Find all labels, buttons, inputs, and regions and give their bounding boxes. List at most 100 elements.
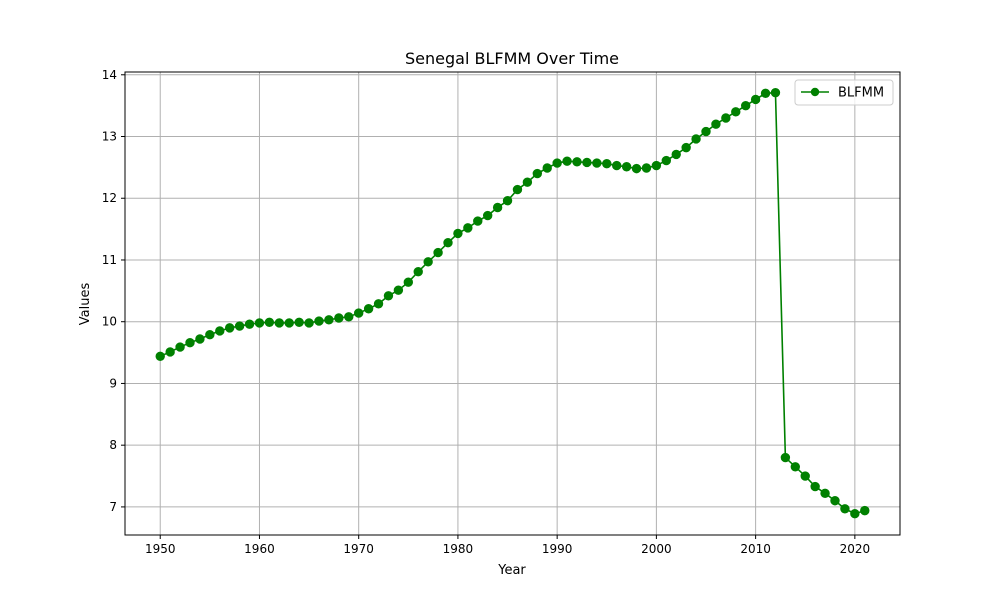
data-point [800,471,810,481]
axis-ticks: 1950 1960 1970 1980 1990 2000 2010 2020 7 8 9 10 11 1… [102,68,870,556]
x-axis-label: Year [497,563,526,578]
data-point [443,237,453,248]
data-point [621,162,632,172]
data-point [602,158,612,169]
data-point [334,313,344,323]
data-point [304,318,314,328]
data-point [274,318,285,328]
x-tick-label: 2020 [840,542,871,556]
data-point [711,119,721,129]
data-point [562,156,572,166]
data-point [661,155,672,166]
data-point [165,347,175,357]
data-point [542,163,552,173]
data-point [403,277,414,287]
data-point [244,319,255,329]
data-point [760,88,771,98]
data-point [254,318,265,328]
y-tick-label: 7 [109,500,117,514]
legend-swatch-marker [810,87,820,97]
data-point [224,323,235,333]
x-tick-label: 1960 [244,542,275,556]
grid [125,72,900,535]
data-point [264,317,275,328]
chart-title: Senegal BLFMM Over Time [405,49,619,68]
data-point [641,163,652,173]
legend-box [794,79,894,106]
data-point [820,488,830,499]
data-point [492,202,503,213]
y-axis-label: Values [78,283,93,326]
data-point [631,163,642,174]
data-point [393,285,404,295]
data-point [383,291,394,301]
data-point [651,160,662,171]
data-point [750,94,761,105]
data-point [463,223,473,233]
data-point [830,496,840,506]
series-layer [155,87,870,519]
data-point [423,257,433,267]
data-point [701,126,711,137]
data-point [860,505,870,516]
data-point [473,216,483,226]
x-tick-label: 2000 [641,542,672,556]
y-tick-label: 13 [102,130,117,144]
data-point [790,462,801,472]
x-tick-label: 1970 [343,542,374,556]
x-tick-label: 1990 [542,542,573,556]
data-point [592,158,602,168]
x-tick-label: 1950 [145,542,176,556]
data-point [532,168,543,179]
x-tick-label: 1980 [443,542,474,556]
data-point [433,247,443,258]
data-point [850,509,860,519]
data-point [205,329,215,340]
data-point [324,315,334,325]
data-point [284,318,294,328]
data-point [294,317,304,328]
data-point [770,87,781,98]
y-tick-label: 10 [102,315,117,329]
data-point [502,196,513,206]
data-point [552,158,562,168]
data-point [155,351,165,361]
data-point [731,107,741,117]
data-point [522,177,533,187]
y-tick-label: 9 [109,376,117,390]
y-tick-label: 14 [102,68,117,82]
data-point [681,142,691,153]
data-point [611,160,622,171]
data-point [840,504,850,514]
y-tick-label: 12 [102,191,117,205]
y-tick-label: 11 [102,253,117,267]
data-point [353,308,364,318]
data-point [512,184,523,195]
x-tick-label: 2010 [740,542,771,556]
data-point [215,326,225,336]
data-point [740,100,751,111]
data-point [691,134,701,144]
data-point [572,157,582,167]
data-point [195,334,205,344]
data-point [721,113,731,123]
data-point [582,157,592,168]
data-point [363,304,374,314]
data-point [413,267,423,277]
plot-frame [124,71,901,536]
data-point [175,342,185,352]
data-point [234,321,245,331]
y-tick-label: 8 [109,438,117,452]
data-point [344,312,354,322]
data-point [671,149,681,160]
data-point [810,481,820,492]
legend: BLFMM [794,79,894,106]
data-point [482,210,493,221]
data-point [373,299,384,309]
legend-label: BLFMM [838,86,884,101]
data-point [453,228,463,239]
data-point [185,338,195,348]
data-point [780,452,791,463]
